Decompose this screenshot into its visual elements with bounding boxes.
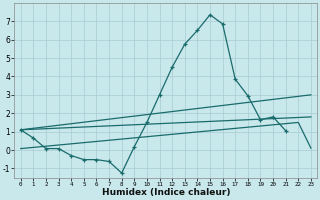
X-axis label: Humidex (Indice chaleur): Humidex (Indice chaleur) bbox=[101, 188, 230, 197]
